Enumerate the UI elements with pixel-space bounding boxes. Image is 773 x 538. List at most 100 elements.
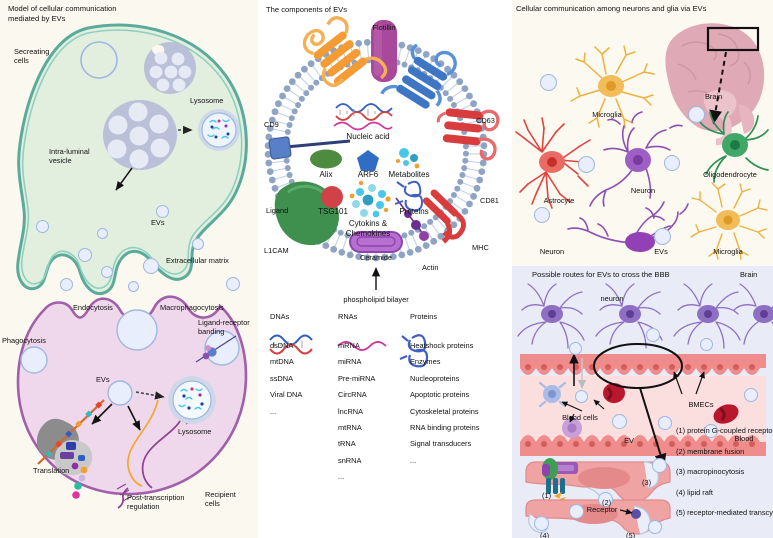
panel-left-graphics bbox=[16, 23, 248, 509]
list-item: Viral DNA bbox=[270, 390, 303, 400]
label-ceramide: Ceramide bbox=[359, 253, 393, 262]
neuron-cell-mid bbox=[589, 111, 683, 207]
label-route-2: (2) bbox=[602, 498, 612, 507]
list-item: mRNA bbox=[338, 341, 360, 350]
list-header: Proteins bbox=[410, 312, 438, 321]
list-item: lncRNA bbox=[338, 406, 364, 416]
ev-particle bbox=[534, 207, 550, 223]
ev-particle bbox=[744, 388, 758, 402]
ev-particle bbox=[143, 258, 159, 274]
label-lysosome-bottom: Lysosome bbox=[178, 427, 212, 436]
list-item: Signal transducers bbox=[410, 439, 472, 449]
route-legend-item: (4) lipid raft bbox=[676, 487, 713, 497]
list-dnas: DNAs dsDNA mtDNA ssDNA Viral DNA... bbox=[270, 312, 302, 423]
label-bmecs: BMECs bbox=[688, 400, 714, 409]
list-item: ssDNA bbox=[270, 373, 293, 383]
neuron-soma-bottom bbox=[625, 232, 655, 252]
lysosome-top bbox=[198, 109, 240, 151]
tsg101-icon bbox=[321, 186, 343, 208]
label-route-1: (1) bbox=[542, 491, 552, 500]
label-phospholipid-bilayer: phospholipid bilayer bbox=[343, 295, 409, 304]
arrow-to-regulation bbox=[127, 405, 141, 431]
metabolites-icon bbox=[396, 148, 420, 169]
ev-particle bbox=[648, 520, 662, 534]
protein-fold-icon bbox=[399, 334, 429, 368]
microglia-cell-top bbox=[570, 45, 655, 129]
label-arf6: ARF6 bbox=[357, 170, 379, 179]
list-item: Pre-miRNA bbox=[338, 373, 376, 383]
list-item: snRNA bbox=[338, 455, 362, 465]
label-post-transcription-regulation: Post-transcription regulation bbox=[127, 493, 185, 511]
list-item: Nucleoproteins bbox=[410, 373, 460, 383]
lysosome-bottom bbox=[168, 376, 216, 424]
label-lysosome-top: Lysosome bbox=[190, 96, 224, 105]
list-item: dsDNA bbox=[270, 341, 294, 350]
panel-left-title: Model of cellular communication mediated… bbox=[8, 4, 117, 23]
arrow-to-translation bbox=[91, 403, 113, 425]
list-item: Cytoskeletal proteins bbox=[410, 406, 479, 416]
ev-particle bbox=[78, 248, 92, 262]
white-blood-cell bbox=[538, 381, 567, 408]
panel-br-graphics bbox=[517, 283, 773, 535]
label-ligand-receptor-banding: Ligand-receptor banding bbox=[198, 318, 250, 336]
panel-mid-title: The components of EVs bbox=[266, 5, 348, 14]
arrow-to-wbc bbox=[561, 401, 583, 412]
brain-zoom-arrow bbox=[709, 51, 727, 125]
label-ligand: Ligand bbox=[266, 206, 289, 215]
label-neuron: neuron bbox=[600, 294, 624, 303]
ev-particle bbox=[156, 205, 169, 218]
actin-protein bbox=[395, 197, 429, 241]
bmec-layer-top bbox=[520, 354, 766, 368]
label-secreting-cells: Secreating cells bbox=[14, 47, 50, 65]
intracellular-vesicle bbox=[80, 41, 118, 79]
microglia-cell-bottom bbox=[690, 182, 768, 260]
endocytosis-vesicle bbox=[116, 309, 158, 351]
neuron-layer bbox=[517, 283, 773, 349]
list-item: tRNA bbox=[338, 439, 356, 449]
ev-particle bbox=[664, 155, 680, 171]
label-route-5: (5) bbox=[626, 531, 636, 538]
route-legend-item: (5) receptor-mediated transcytosis bbox=[676, 508, 773, 517]
panel-routes-across-bbb: Possible routes for EVs to cross the BBB… bbox=[512, 266, 773, 538]
ev-particle bbox=[101, 266, 113, 278]
arf6-icon bbox=[357, 150, 379, 171]
label-microglia-bottom: Microglia bbox=[713, 247, 743, 256]
cd81-protein bbox=[436, 108, 500, 161]
label-evs: EVs bbox=[654, 247, 668, 256]
list-item: Apoptotic proteins bbox=[410, 390, 470, 400]
label-cd81: CD81 bbox=[480, 196, 499, 205]
zoom-ellipse bbox=[593, 343, 683, 389]
bmec-scallops-bottom bbox=[520, 435, 760, 442]
route-legend-item: (2) membrane fusion bbox=[676, 446, 745, 456]
label-receptor: Receptor bbox=[586, 505, 618, 514]
arrow-to-bmec-2 bbox=[695, 371, 705, 395]
zoom-pointer-arrow bbox=[639, 387, 667, 467]
list-item: RNA binding proteins bbox=[410, 422, 480, 432]
panel-tr-title: Cellular communication among neurons and… bbox=[516, 4, 707, 13]
panel-components-of-evs: The components of EVs bbox=[258, 0, 512, 538]
label-extracellular-matrix: Extracellular matrix bbox=[166, 256, 229, 265]
list-header: DNAs bbox=[270, 312, 290, 321]
arrow-to-receptor bbox=[619, 508, 633, 515]
cytokines-icon bbox=[349, 180, 391, 218]
ligand-protein bbox=[268, 136, 351, 160]
ev-particle bbox=[646, 328, 660, 342]
brain-region-box bbox=[706, 26, 760, 52]
ev-particle bbox=[36, 220, 49, 233]
label-l1cam: L1CAM bbox=[264, 246, 289, 255]
label-actin: Actin bbox=[422, 263, 439, 272]
list-item: ... bbox=[270, 406, 277, 416]
list-item: mtDNA bbox=[270, 357, 294, 367]
label-route-3: (3) bbox=[642, 478, 652, 487]
route-legend-item: (3) macropinocytosis bbox=[676, 467, 745, 476]
label-nucleic-acid: Nucleic acid bbox=[346, 132, 390, 141]
ev-particle bbox=[612, 414, 627, 429]
nucleic-acid-icon bbox=[333, 103, 393, 131]
list-item: Enzymes bbox=[410, 357, 441, 367]
label-translation: Translation bbox=[33, 466, 70, 475]
alix-icon bbox=[310, 149, 342, 169]
label-evs-top: EVs bbox=[151, 218, 165, 227]
route-legend-item: (1) protein G-coupled receptors bbox=[676, 426, 773, 435]
label-metabolites: Metabolites bbox=[388, 170, 430, 179]
list-item: Heatshock proteins bbox=[410, 341, 474, 350]
